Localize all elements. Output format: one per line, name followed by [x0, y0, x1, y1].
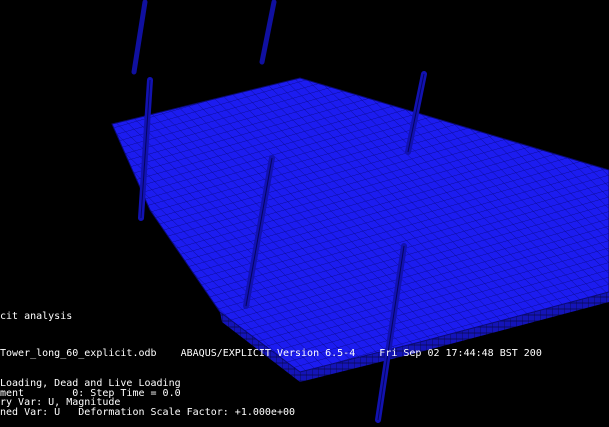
deck: [111, 77, 609, 373]
info-line: ry Var: U, Magnitude: [0, 397, 120, 408]
info-line: Loading, Dead and Live Loading: [0, 378, 181, 389]
info-line: Tower_long_60_explicit.odb ABAQUS/EXPLIC…: [0, 348, 542, 359]
pylon-mesh: [140, 73, 425, 421]
info-line: ment 0: Step Time = 0.0: [0, 388, 181, 399]
info-line: ned Var: U Deformation Scale Factor: +1.…: [0, 407, 295, 418]
pylons-back: [131, 0, 277, 75]
info-line: cit analysis: [0, 311, 72, 322]
